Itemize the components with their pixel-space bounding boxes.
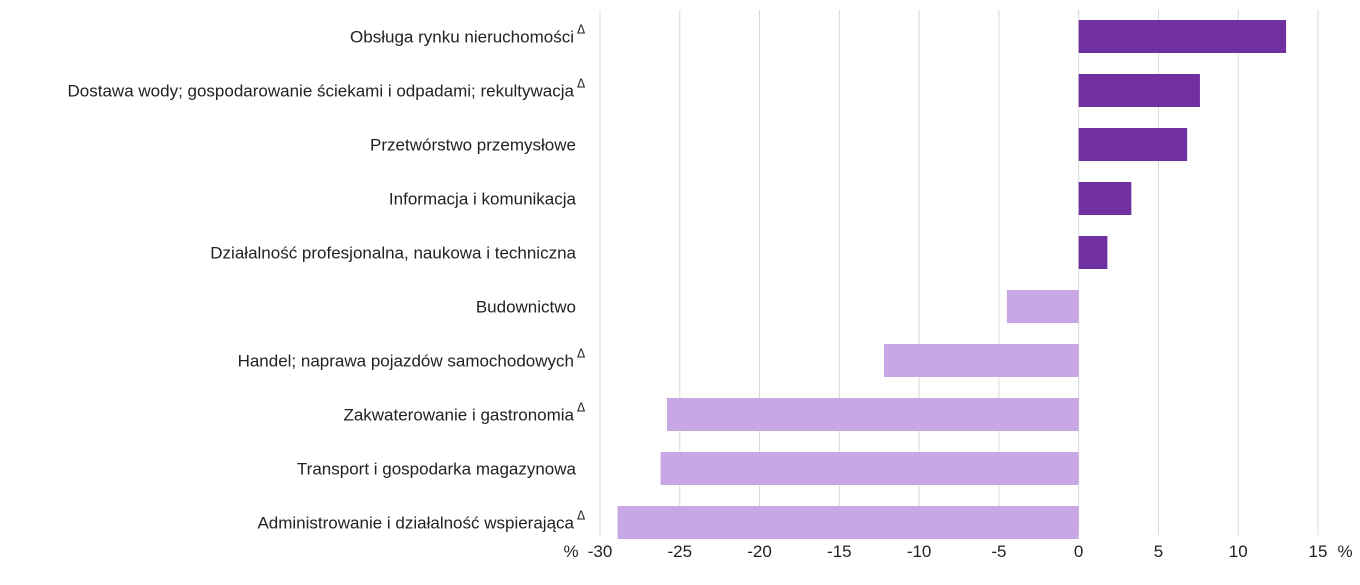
x-tick-label: -5	[991, 542, 1006, 561]
category-label: Handel; naprawa pojazdów samochodowych	[238, 352, 574, 371]
category-label: Zakwaterowanie i gastronomia	[343, 406, 574, 425]
x-tick-label: -20	[747, 542, 772, 561]
category-label: Administrowanie i działalność wspierając…	[257, 514, 574, 533]
delta-mark: Δ	[577, 77, 586, 91]
bar	[884, 344, 1079, 377]
x-axis-ticks: % % -30 -25 -20 -15 -10 -5 0 5 10 15	[563, 542, 1352, 561]
category-label: Dostawa wody; gospodarowanie ściekami i …	[68, 82, 575, 101]
x-unit-left: %	[563, 542, 578, 561]
bar	[1078, 182, 1132, 215]
x-tick-label: -10	[907, 542, 932, 561]
category-label: Informacja i komunikacja	[389, 190, 577, 209]
category-label: Transport i gospodarka magazynowa	[297, 460, 577, 479]
category-label: Budownictwo	[476, 298, 576, 317]
bar	[1078, 236, 1108, 269]
x-tick-label: 5	[1154, 542, 1163, 561]
x-tick-label: 0	[1074, 542, 1083, 561]
bar	[1006, 290, 1079, 323]
delta-mark: Δ	[577, 23, 586, 37]
x-unit-right: %	[1337, 542, 1352, 561]
bar	[667, 398, 1079, 431]
x-tick-label: -15	[827, 542, 852, 561]
x-tick-label: 10	[1229, 542, 1248, 561]
bar	[660, 452, 1079, 485]
bar	[617, 506, 1079, 539]
category-label: Działalność profesjonalna, naukowa i tec…	[210, 244, 576, 263]
category-label: Przetwórstwo przemysłowe	[370, 136, 576, 155]
delta-mark: Δ	[577, 347, 586, 361]
delta-mark: Δ	[577, 401, 586, 415]
bars	[617, 20, 1287, 539]
x-tick-label: 15	[1309, 542, 1328, 561]
category-label: Obsługa rynku nieruchomości	[350, 28, 574, 47]
x-tick-label: -30	[588, 542, 613, 561]
delta-mark: Δ	[577, 509, 586, 523]
bar	[1078, 128, 1188, 161]
bar	[1078, 20, 1287, 53]
bar	[1078, 74, 1200, 107]
x-tick-label: -25	[667, 542, 692, 561]
